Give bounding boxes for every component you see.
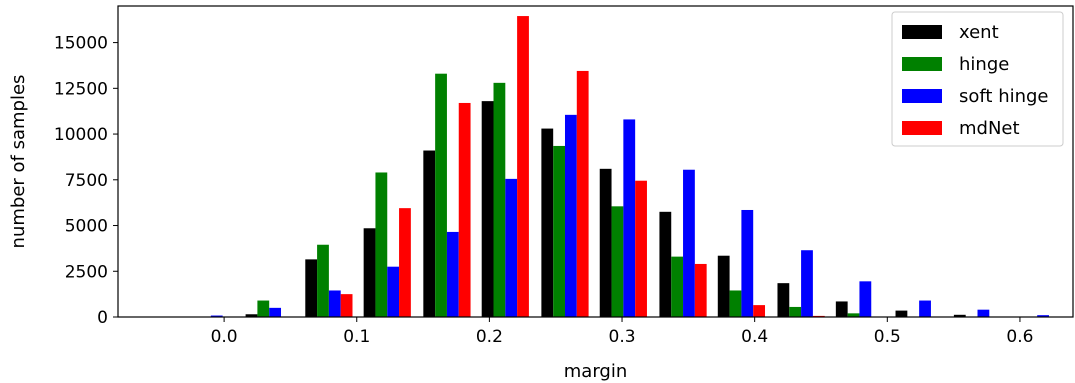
bar-xent bbox=[953, 314, 966, 317]
bar-hinge bbox=[729, 290, 742, 317]
bar-hinge bbox=[435, 73, 447, 317]
y-tick-label: 15000 bbox=[54, 34, 108, 54]
bar-hinge bbox=[611, 206, 624, 317]
legend-label-mdnet: mdNet bbox=[959, 118, 1020, 139]
bar-hinge bbox=[671, 256, 684, 317]
bar-soft-hinge bbox=[328, 290, 341, 317]
bar-xent bbox=[363, 228, 376, 317]
x-tick-label: 0.2 bbox=[476, 327, 503, 347]
x-tick-label: 0.0 bbox=[211, 327, 238, 347]
legend: xent hinge soft hinge mdNet bbox=[891, 11, 1064, 147]
bar-mdnet bbox=[576, 70, 589, 317]
bar-xent bbox=[659, 211, 672, 317]
bar-mdnet bbox=[753, 305, 766, 317]
bar-hinge bbox=[553, 145, 565, 317]
bar-soft-hinge bbox=[564, 114, 577, 317]
bar-mdnet bbox=[340, 294, 353, 317]
bar-soft-hinge bbox=[859, 281, 872, 317]
bar-xent bbox=[245, 314, 258, 317]
x-tick-label: 0.4 bbox=[741, 327, 768, 347]
y-tick-label: 12500 bbox=[54, 79, 108, 99]
y-tick-label: 10000 bbox=[54, 125, 108, 145]
bar-soft-hinge bbox=[741, 209, 754, 317]
legend-swatch-xent bbox=[902, 25, 942, 39]
y-axis-ticks: 0 2500 5000 7500 10000 12500 15000 bbox=[54, 34, 118, 328]
bar-mdnet bbox=[694, 263, 707, 317]
bar-soft-hinge bbox=[623, 119, 636, 317]
bar-soft-hinge bbox=[801, 250, 813, 317]
bar-soft-hinge bbox=[1037, 315, 1049, 317]
bars-layer bbox=[210, 16, 1049, 318]
bar-xent bbox=[777, 283, 790, 317]
bar-soft-hinge bbox=[269, 307, 282, 317]
bar-soft-hinge bbox=[387, 266, 400, 317]
legend-label-soft-hinge: soft hinge bbox=[959, 86, 1049, 107]
legend-box bbox=[891, 11, 1064, 147]
bar-soft-hinge bbox=[977, 309, 990, 317]
bar-hinge bbox=[789, 306, 802, 317]
legend-swatch-mdnet bbox=[902, 121, 942, 135]
bar-hinge bbox=[317, 244, 329, 317]
bar-xent bbox=[305, 259, 318, 317]
legend-swatch-hinge bbox=[902, 57, 942, 71]
bar-soft-hinge bbox=[446, 231, 459, 317]
bar-xent bbox=[835, 301, 848, 317]
bar-xent bbox=[423, 150, 436, 317]
y-tick-label: 2500 bbox=[65, 262, 108, 282]
x-tick-label: 0.6 bbox=[1006, 327, 1033, 347]
x-axis-ticks: 0.0 0.1 0.2 0.3 0.4 0.5 0.6 bbox=[211, 317, 1033, 347]
x-tick-label: 0.5 bbox=[874, 327, 901, 347]
bar-soft-hinge bbox=[683, 169, 695, 317]
bar-mdnet bbox=[517, 16, 529, 318]
bar-soft-hinge bbox=[919, 300, 931, 317]
x-tick-label: 0.3 bbox=[609, 327, 636, 347]
bar-mdnet bbox=[399, 208, 411, 317]
x-tick-label: 0.1 bbox=[343, 327, 370, 347]
bar-xent bbox=[717, 255, 730, 317]
bar-mdnet bbox=[458, 102, 471, 318]
legend-label-hinge: hinge bbox=[959, 54, 1009, 75]
bar-hinge bbox=[257, 300, 270, 317]
bar-soft-hinge bbox=[505, 178, 518, 317]
legend-swatch-soft-hinge bbox=[902, 89, 942, 103]
y-tick-label: 5000 bbox=[65, 217, 108, 237]
bar-xent bbox=[599, 168, 612, 317]
bar-hinge bbox=[375, 172, 388, 317]
bar-soft-hinge bbox=[210, 315, 223, 317]
bar-hinge bbox=[847, 313, 860, 317]
bar-xent bbox=[541, 128, 554, 317]
y-tick-label: 7500 bbox=[65, 171, 108, 191]
y-tick-label: 0 bbox=[97, 308, 108, 328]
bar-hinge bbox=[493, 82, 506, 317]
x-axis-label: margin bbox=[564, 361, 627, 382]
bar-mdnet bbox=[635, 180, 647, 317]
legend-label-xent: xent bbox=[959, 22, 999, 43]
bar-xent bbox=[481, 101, 494, 317]
bar-xent bbox=[895, 310, 908, 317]
plot-frame bbox=[117, 5, 1074, 318]
y-axis-label: number of samples bbox=[8, 75, 29, 249]
